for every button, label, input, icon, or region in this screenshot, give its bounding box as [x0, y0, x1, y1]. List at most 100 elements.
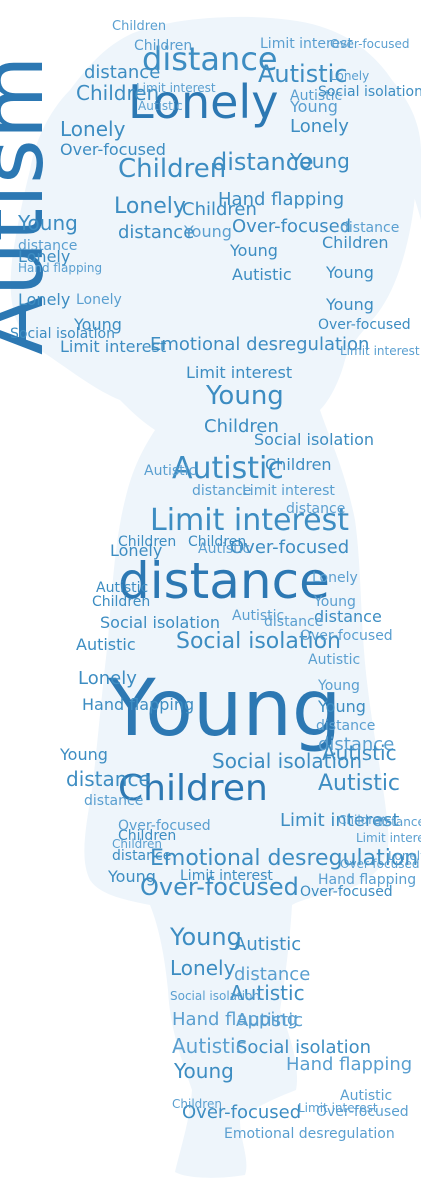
word-autistic: Autistic	[340, 1088, 392, 1104]
word-limit-interest: Limit interest	[186, 363, 292, 382]
word-young: Young	[325, 295, 374, 314]
word-social-isolation: Social isolation	[236, 1037, 371, 1058]
word-young: Young	[229, 241, 278, 260]
word-lonely: Lonely	[78, 668, 137, 689]
word-limit-interest: Limit interest	[298, 1101, 378, 1115]
word-over-focused: Over-focused	[318, 317, 411, 333]
word-over-focused: Over-focused	[300, 884, 393, 900]
word-social-isolation: Social isolation	[10, 326, 115, 342]
word-hand-flapping: Hand flapping	[82, 695, 194, 714]
word-distance: distance	[286, 501, 345, 517]
word-social-isolation: Social isolation	[100, 613, 220, 632]
word-over-focused: Over-focused	[330, 37, 409, 51]
word-children: Children	[322, 233, 389, 252]
word-lonely: Lonely	[290, 116, 349, 137]
word-autistic: Autistic	[96, 580, 148, 596]
word-social-isolation: Social isolation	[170, 989, 260, 1003]
word-limit-interest: Limit interest	[150, 503, 349, 538]
word-children: Children	[182, 199, 257, 220]
word-over-focused: Over-focused	[316, 1104, 409, 1120]
word-distance: distance	[118, 222, 194, 243]
word-children: Children	[112, 19, 166, 34]
word-children: Children	[134, 38, 192, 54]
word-hand-flapping: Hand flapping	[286, 1054, 412, 1075]
word-limit-interest: Limit interest	[340, 344, 420, 358]
word-hand-flapping: Hand flapping	[318, 872, 416, 888]
word-lonely: Lonely	[76, 292, 122, 308]
word-autistic: Autistic	[236, 1010, 303, 1031]
word-young: Young	[173, 1059, 234, 1083]
word-autistic: Autistic	[138, 99, 183, 113]
word-children: Children	[118, 768, 268, 809]
word-lonely: Lonely	[110, 541, 162, 560]
word-limit-interest: Limit interest	[260, 36, 353, 52]
word-distance: distance	[314, 607, 382, 626]
word-young: Young	[169, 923, 242, 951]
word-children: Children	[118, 828, 176, 844]
word-social-isolation: Social isolation	[212, 749, 362, 773]
word-distance: distance	[192, 483, 251, 499]
word-young: Young	[107, 664, 341, 754]
word-autistic: Autistic	[76, 635, 136, 654]
word-over-focused: Over-focused	[340, 857, 419, 871]
word-social-isolation: Social isolation	[176, 629, 341, 654]
word-young: Young	[289, 149, 350, 173]
word-autistic: Autistic	[318, 771, 400, 796]
word-over-focused: Over-focused	[230, 537, 349, 558]
word-social-isolation: Social isolation	[254, 430, 374, 449]
word-young: Young	[289, 97, 338, 116]
word-autistic: Autistic	[258, 60, 347, 88]
word-young: Young	[59, 745, 108, 764]
word-autistic: Autistic	[234, 934, 301, 955]
word-autistic: Autistic	[198, 541, 250, 557]
word-young: Young	[17, 211, 78, 235]
word-hand-flapping: Hand flapping	[218, 189, 344, 210]
word-distance: distance	[18, 238, 77, 254]
word-children: Children	[338, 813, 388, 827]
word-young: Young	[317, 697, 366, 716]
word-young: Young	[73, 315, 122, 334]
word-children: Children	[204, 416, 279, 437]
word-lonely: Lonely	[128, 75, 278, 129]
word-limit-interest: Limit interest	[280, 810, 399, 831]
girl-silhouette	[10, 16, 417, 1178]
word-over-focused: Over-focused	[300, 628, 393, 644]
word-children: Children	[188, 534, 246, 550]
word-hand-flapping: Hand flapping	[172, 1009, 298, 1030]
word-autistic: Autistic	[232, 608, 284, 624]
word-autistic: Autistic	[232, 265, 292, 284]
word-over-focused: Over-focused	[140, 873, 299, 901]
word-limit-interest: Limit interest	[242, 483, 335, 499]
word-young: Young	[183, 222, 232, 241]
word-distance: distance	[66, 767, 151, 791]
word-lonely: Lonely	[388, 849, 421, 863]
word-over-focused: Over-focused	[232, 216, 351, 237]
word-emotional-desregulation: Emotional desregulation	[150, 846, 418, 871]
word-autistic: Autistic	[172, 1034, 247, 1058]
word-lonely: Lonely	[170, 956, 236, 980]
word-lonely: Lonely	[312, 570, 358, 586]
word-autistic: Autistic	[172, 451, 284, 486]
word-lonely: Lonely	[330, 69, 369, 83]
word-hand-flapping: Hand flapping	[18, 261, 102, 275]
word-young: Young	[205, 381, 284, 411]
word-distance: distance	[84, 62, 160, 83]
word-lonely: Lonely	[18, 247, 70, 266]
word-emotional-desregulation: Emotional desregulation	[150, 334, 369, 355]
word-children: Children	[118, 154, 226, 184]
word-distance: distance	[264, 614, 323, 630]
word-distance: distance	[118, 552, 330, 610]
word-distance: distance	[340, 220, 399, 236]
word-lonely: Lonely	[18, 290, 70, 309]
word-distance: distance	[142, 40, 278, 78]
word-autistic: Autistic	[290, 88, 342, 104]
word-autistic: Autistic	[322, 741, 397, 765]
word-social-isolation: Social isolation	[318, 84, 421, 100]
word-over-focused: Over-focused	[182, 1102, 301, 1123]
word-limit-interest: Limit interest	[180, 868, 273, 884]
word-young: Young	[107, 867, 156, 886]
word-emotional-desregulation: Emotional desregulation	[224, 1126, 395, 1142]
word-limit-interest: Limit interest	[356, 831, 421, 845]
